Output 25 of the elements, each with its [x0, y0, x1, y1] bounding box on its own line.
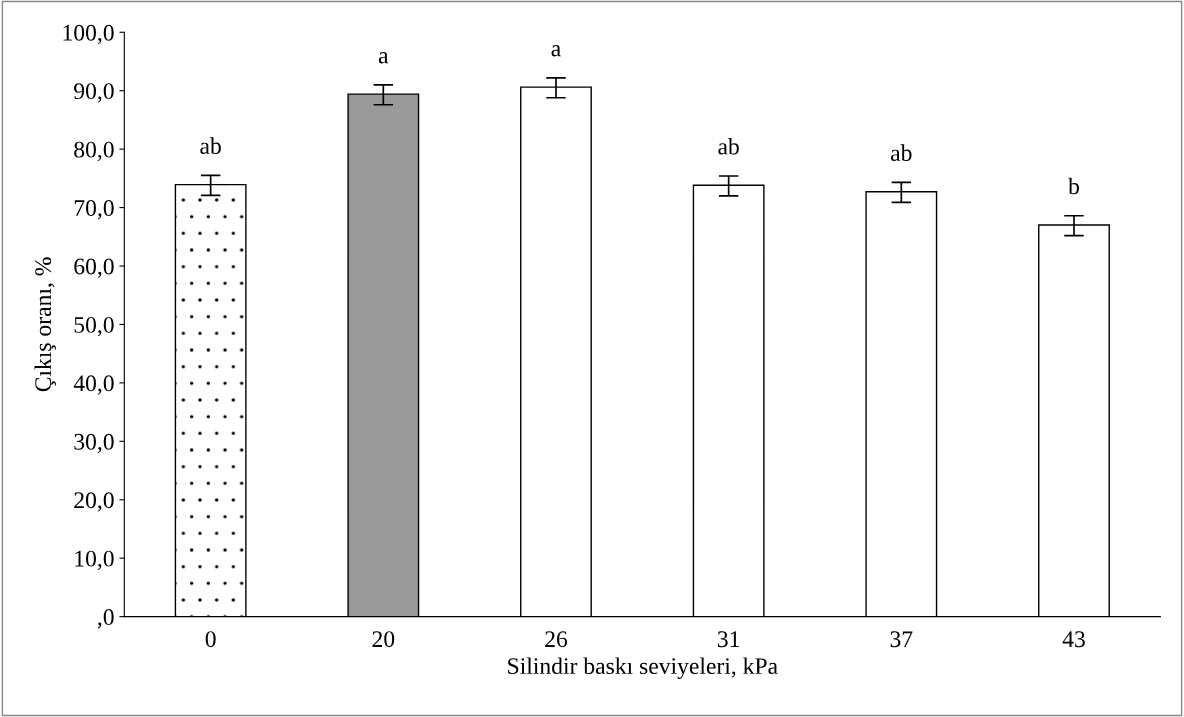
x-axis-title: Silindir baskı seviyeleri, kPa	[508, 657, 778, 679]
x-tick-label: 20	[372, 631, 395, 648]
y-tick-label: 70,0	[74, 200, 114, 220]
y-tick-label: ,0	[97, 609, 114, 629]
y-tick-label: 50,0	[74, 316, 114, 337]
y-axis-title: Çıkış oranı, %	[34, 257, 56, 392]
annotation: a	[378, 52, 389, 64]
y-tick-label: 60,0	[74, 258, 114, 278]
annotation: ab	[200, 137, 221, 154]
y-tick-label: 10,0	[75, 550, 114, 571]
y-tick-label: 40,0	[73, 375, 114, 395]
y-tick-label: 90,0	[74, 83, 114, 103]
x-tick-label: 43	[1062, 631, 1085, 648]
annotation: a	[551, 45, 561, 57]
annotation: ab	[891, 144, 912, 161]
annotation: ab	[718, 137, 739, 155]
y-tick-label: 100,0	[63, 24, 114, 45]
x-tick-label: 26	[545, 631, 568, 648]
x-tick-label: 0	[205, 631, 216, 648]
y-tick-label: 80,0	[74, 141, 114, 161]
y-tick-label: 30,0	[74, 433, 114, 454]
x-tick-label: 37	[890, 631, 913, 648]
y-tick-label: 20,0	[74, 492, 114, 512]
annotation: b	[1068, 177, 1079, 195]
x-tick-label: 31	[717, 631, 740, 648]
